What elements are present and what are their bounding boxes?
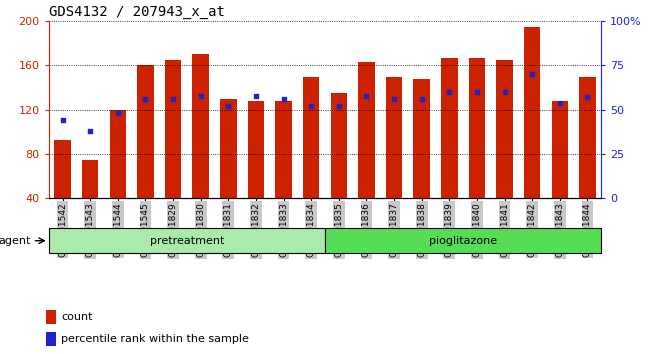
- Bar: [109, 110, 126, 198]
- Point: [278, 96, 289, 102]
- Point: [554, 100, 565, 105]
- Bar: [385, 76, 402, 198]
- Bar: [192, 55, 209, 198]
- Bar: [469, 58, 485, 198]
- Bar: [579, 76, 595, 198]
- Point: [472, 89, 482, 95]
- Point: [444, 89, 454, 95]
- Point: [361, 93, 372, 98]
- Point: [306, 103, 317, 109]
- Bar: [82, 160, 99, 198]
- Point: [527, 72, 538, 77]
- Bar: [358, 62, 374, 198]
- Point: [223, 103, 233, 109]
- Point: [112, 110, 123, 116]
- Point: [168, 96, 178, 102]
- Point: [251, 93, 261, 98]
- Point: [140, 96, 151, 102]
- Text: pretreatment: pretreatment: [150, 236, 224, 246]
- Point: [85, 128, 96, 134]
- Bar: [276, 101, 292, 198]
- Bar: [330, 93, 347, 198]
- Bar: [137, 65, 154, 198]
- Point: [582, 95, 593, 100]
- Bar: [220, 99, 237, 198]
- Point: [499, 89, 510, 95]
- Bar: [248, 101, 264, 198]
- Point: [57, 118, 68, 123]
- Bar: [165, 60, 181, 198]
- Bar: [46, 332, 57, 346]
- Bar: [524, 27, 541, 198]
- Text: count: count: [61, 312, 92, 322]
- Bar: [49, 228, 325, 253]
- Bar: [441, 58, 458, 198]
- Point: [389, 96, 399, 102]
- Bar: [413, 79, 430, 198]
- Bar: [46, 310, 57, 324]
- Bar: [497, 60, 513, 198]
- Point: [196, 93, 206, 98]
- Bar: [54, 139, 71, 198]
- Bar: [551, 101, 568, 198]
- Text: agent: agent: [0, 236, 31, 246]
- Text: percentile rank within the sample: percentile rank within the sample: [61, 335, 249, 344]
- Text: GDS4132 / 207943_x_at: GDS4132 / 207943_x_at: [49, 5, 225, 19]
- Bar: [303, 76, 319, 198]
- Point: [417, 96, 427, 102]
- Bar: [325, 228, 601, 253]
- Text: pioglitazone: pioglitazone: [429, 236, 497, 246]
- Point: [333, 103, 344, 109]
